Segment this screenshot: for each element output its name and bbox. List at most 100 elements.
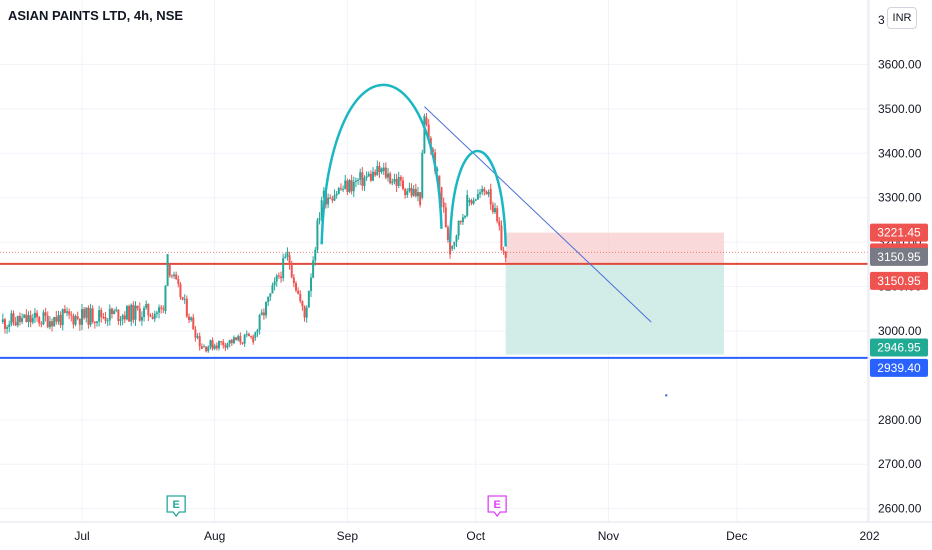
candle-body [211, 340, 214, 349]
candle-body [329, 197, 332, 199]
candle-body [363, 177, 366, 186]
stop-loss-zone [505, 232, 724, 264]
candle-body [95, 321, 98, 323]
candle-body [337, 188, 340, 194]
candle-body [466, 195, 469, 216]
candle-body [68, 311, 71, 315]
candle-body [275, 275, 278, 282]
candle-body [397, 177, 400, 186]
candle-body [342, 188, 345, 190]
candle-body [130, 304, 133, 322]
candle-body [188, 316, 190, 321]
candle-body [117, 309, 120, 321]
candle-body [446, 227, 449, 240]
candle-body [42, 312, 45, 325]
x-tick-label: Aug [204, 529, 225, 543]
candle-body [18, 315, 21, 322]
earnings-event-marker [487, 495, 507, 518]
candle-body [378, 166, 381, 173]
candle-body [224, 345, 227, 348]
candle-body [14, 322, 17, 326]
candle-body [483, 188, 486, 192]
candle-body [387, 173, 390, 178]
candle-body [155, 312, 158, 314]
candle-body [494, 208, 497, 212]
candle-body [408, 187, 411, 192]
candle-body [145, 303, 148, 308]
candle-body [38, 317, 41, 324]
candle-body [361, 172, 364, 186]
candle-body [322, 190, 325, 198]
candle-body [455, 235, 458, 242]
candle-body [339, 188, 342, 190]
candle-body [412, 188, 415, 196]
tiny-dot [665, 394, 668, 397]
gridlines [0, 0, 871, 522]
candle-body [66, 311, 69, 313]
currency-badge[interactable]: INR [887, 7, 917, 29]
candle-body [357, 179, 360, 181]
candle-body [474, 199, 477, 201]
candle-body [48, 321, 51, 328]
candle-body [27, 315, 30, 322]
candle-body [295, 283, 297, 291]
candle-body [245, 333, 248, 335]
candle-body [207, 346, 210, 352]
earnings-event-marker [166, 495, 186, 518]
stop-price-label [870, 223, 928, 242]
candle-body [143, 307, 146, 317]
candle-body [59, 314, 62, 326]
candle-body [228, 339, 231, 344]
candle-body [260, 312, 263, 316]
resistance-price-label [870, 271, 928, 290]
candle-body [316, 220, 319, 250]
candle-body [280, 276, 283, 279]
candle-body [333, 195, 336, 201]
candle-body [102, 317, 105, 319]
candle-body [459, 220, 462, 223]
candle-body [190, 317, 193, 321]
time-axis[interactable]: Jul Aug Sep Oct Nov Dec 202 [0, 521, 932, 543]
candle-body [472, 200, 475, 204]
candle-body [282, 258, 285, 279]
candle-body [1, 319, 4, 323]
candle-body [440, 187, 443, 203]
candle-body [464, 215, 467, 218]
candle-body [425, 117, 428, 125]
candle-body [76, 316, 79, 319]
resistance-price-label-text: 3150.95 [877, 274, 921, 288]
candle-body [436, 168, 439, 172]
earnings-event-letter: E [172, 499, 179, 511]
candle-body [258, 315, 261, 330]
x-tick-label: Nov [598, 529, 619, 543]
candle-body [121, 315, 124, 320]
candle-body [239, 336, 242, 343]
candle-body [496, 208, 499, 222]
candle-body [485, 191, 488, 195]
candle-body [498, 221, 501, 226]
candle-body [449, 239, 452, 255]
candle-body [288, 255, 291, 266]
candle-body [175, 274, 178, 280]
candle-body [36, 312, 39, 318]
candle-body [241, 342, 244, 344]
position-zones [505, 232, 724, 355]
candle-body [74, 316, 77, 325]
candle-body [299, 293, 302, 302]
candle-body [110, 308, 113, 314]
candle-body [185, 298, 188, 317]
candle-body [128, 306, 131, 322]
chart-drawings [320, 83, 668, 397]
candle-body [350, 180, 353, 192]
candle-body [179, 283, 182, 298]
candle-body [205, 346, 208, 352]
target-price-label [870, 338, 928, 357]
support-price-label-text: 2939.40 [877, 361, 921, 375]
candle-body [192, 317, 195, 330]
candle-body [158, 307, 161, 313]
candle-body [78, 318, 81, 325]
candle-body [389, 173, 392, 184]
candle-body [457, 220, 460, 236]
candle-body [162, 308, 165, 310]
